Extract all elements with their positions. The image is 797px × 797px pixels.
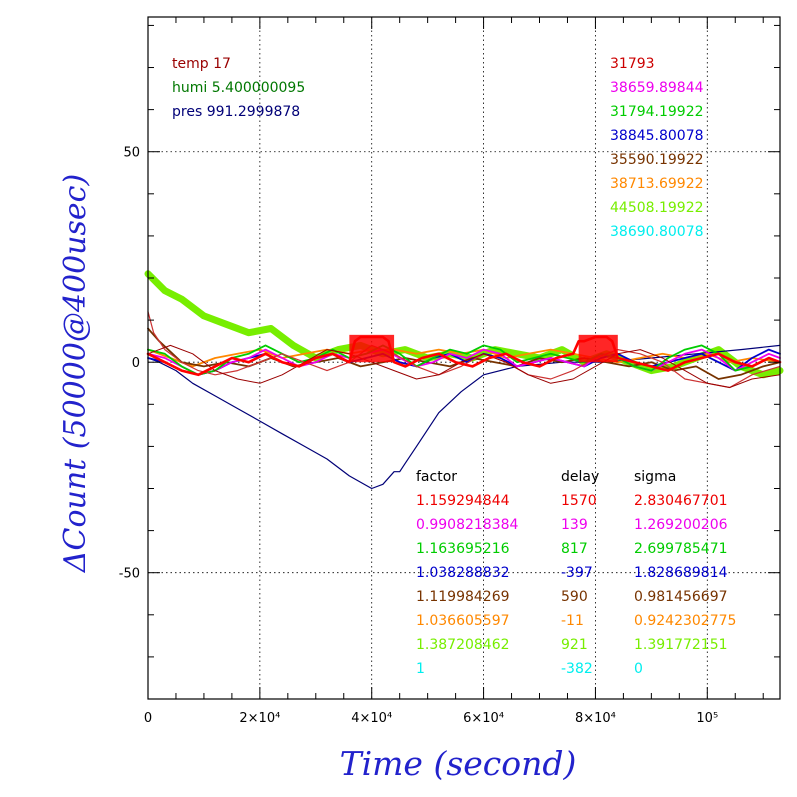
channel-value: 38713.69922 (610, 176, 704, 192)
axis-ticks: 0 2×10⁴ 4×10⁴ 6×10⁴ 8×10⁴ 10⁵ 50 0 -50 (119, 17, 780, 726)
channel-value: 38845.80078 (610, 128, 704, 144)
red-burst-band (578, 334, 618, 363)
table-cell-delay: -397 (561, 565, 593, 581)
channel-value: 31793 (610, 56, 655, 72)
y-tick-label: 0 (132, 356, 140, 371)
table-cell-sigma: 0.981456697 (634, 589, 728, 605)
x-tick-label: 6×10⁴ (463, 711, 504, 726)
table-cell-sigma: 1.828689814 (634, 565, 728, 581)
series-line (147, 344, 781, 388)
channel-value: 31794.19922 (610, 104, 704, 120)
table-cell-factor: 1.387208462 (416, 637, 510, 653)
grid (148, 17, 780, 699)
series-line (147, 344, 781, 376)
table-cell-delay: 921 (561, 637, 588, 653)
x-tick-label: 10⁵ (696, 711, 718, 726)
table-cell-factor: 1 (416, 661, 425, 677)
series-line (147, 348, 781, 376)
table-header: delay (561, 469, 599, 485)
series-line (146, 335, 782, 377)
channel-value: 38690.80078 (610, 224, 704, 240)
table-cell-sigma: 2.830467701 (634, 493, 728, 509)
annotations: temp 17 humi 5.400000095 pres 991.2999878 3… (172, 56, 736, 677)
table-cell-factor: 1.119984269 (416, 589, 510, 605)
y-tick-label: 50 (123, 146, 140, 161)
y-tick-label: -50 (119, 567, 140, 582)
y-axis-title: ΔCount (50000@400usec) (58, 174, 93, 573)
table-cell-delay: 1570 (561, 493, 597, 509)
x-axis-title: Time (second) (340, 744, 577, 783)
table-cell-factor: 0.9908218384 (416, 517, 519, 533)
x-tick-label: 2×10⁴ (239, 711, 280, 726)
table-cell-delay: 590 (561, 589, 588, 605)
x-tick-label: 4×10⁴ (351, 711, 392, 726)
table-cell-factor: 1.038288832 (416, 565, 510, 581)
channel-value: 35590.19922 (610, 152, 704, 168)
table-cell-sigma: 2.699785471 (634, 541, 728, 557)
table-cell-delay: -11 (561, 613, 584, 629)
x-tick-label: 0 (144, 711, 152, 726)
table-cell-sigma: 1.269200206 (634, 517, 728, 533)
table-header: sigma (634, 469, 676, 485)
channel-value: 38659.89844 (610, 80, 704, 96)
table-cell-factor: 1.159294844 (416, 493, 510, 509)
red-burst-band (349, 334, 395, 363)
table-cell-sigma: 1.391772151 (634, 637, 728, 653)
x-tick-label: 8×10⁴ (575, 711, 616, 726)
table-cell-delay: 139 (561, 517, 588, 533)
series-line (147, 348, 781, 376)
series-line (147, 344, 781, 490)
plot-frame (147, 16, 781, 700)
table-header: factor (416, 469, 457, 485)
table-cell-sigma: 0.9242302775 (634, 613, 736, 629)
condition-label: humi 5.400000095 (172, 80, 305, 96)
condition-label: temp 17 (172, 56, 231, 72)
series-layer (144, 270, 784, 490)
table-cell-factor: 1.036605597 (416, 613, 510, 629)
table-cell-delay: 817 (561, 541, 588, 557)
condition-label: pres 991.2999878 (172, 104, 300, 120)
table-cell-delay: -382 (561, 661, 593, 677)
table-cell-sigma: 0 (634, 661, 643, 677)
table-cell-factor: 1.163695216 (416, 541, 510, 557)
channel-value: 44508.19922 (610, 200, 704, 216)
